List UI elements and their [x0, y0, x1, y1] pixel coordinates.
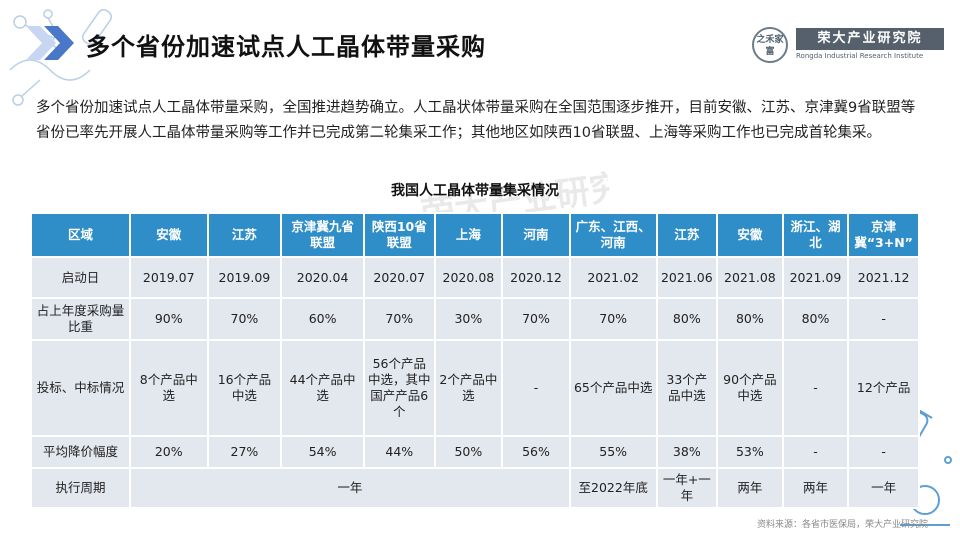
table-cell: 56%: [501, 435, 571, 469]
table-cell: 20%: [128, 435, 209, 469]
table-cell: 54%: [280, 435, 365, 469]
table-cell: 44%: [362, 435, 436, 469]
table-cell: 2020.12: [501, 256, 571, 299]
table-cell: 90个产品中选: [716, 339, 784, 437]
table-row-share: 占上年度采购量比重 90% 70% 60% 70% 30% 70% 70% 80…: [30, 297, 920, 341]
table-cell: 50%: [433, 435, 504, 469]
table-cell: 一年: [128, 467, 571, 509]
table-cell: 70%: [501, 297, 571, 341]
table-cell: 53%: [716, 435, 784, 469]
header-cell: 河南: [501, 212, 571, 258]
row-label: 投标、中标情况: [30, 339, 131, 437]
table-cell: 2019.07: [128, 256, 209, 299]
table-cell: 一年: [847, 467, 920, 509]
table-cell: 16个产品中选: [206, 339, 283, 437]
table-cell: 56个产品中选，其中国产产品6个: [362, 339, 436, 437]
header-cell: 江苏: [655, 212, 719, 258]
table-cell: 2020.07: [362, 256, 436, 299]
table-cell: 2个产品中选: [433, 339, 504, 437]
logo-subtitle: Rongda Industrial Research Institute: [796, 52, 924, 60]
table-cell: 60%: [280, 297, 365, 341]
header-cell: 京津冀“3+N”: [847, 212, 920, 258]
table-cell: 55%: [568, 435, 658, 469]
table-cell: 65个产品中选: [568, 339, 658, 437]
table-cell: 2020.08: [433, 256, 504, 299]
row-label: 平均降价幅度: [30, 435, 131, 469]
source-note: 资料来源：各省市医保局，荣大产业研究院: [756, 520, 928, 530]
header-cell: 区域: [30, 212, 131, 258]
header-cell: 广东、江西、河南: [568, 212, 658, 258]
table-cell: 12个产品: [847, 339, 920, 437]
table-cell: 8个产品中选: [128, 339, 209, 437]
table-cell: 一年+一年: [655, 467, 719, 509]
header-cell: 浙江、湖北: [781, 212, 850, 258]
table-cell: 70%: [206, 297, 283, 341]
title-chevron-icon: [26, 26, 74, 60]
header-cell: 安徽: [128, 212, 209, 258]
table-row-price-cut: 平均降价幅度 20% 27% 54% 44% 50% 56% 55% 38% 5…: [30, 435, 920, 469]
table-row-start-date: 启动日 2019.07 2019.09 2020.04 2020.07 2020…: [30, 256, 920, 299]
logo-seal-icon: 之禾家富: [752, 27, 788, 63]
table-cell: 30%: [433, 297, 504, 341]
table-cell: 44个产品中选: [280, 339, 365, 437]
table-cell: 70%: [568, 297, 658, 341]
table-cell: 2021.12: [847, 256, 920, 299]
table-cell: -: [847, 435, 920, 469]
table-cell: 38%: [655, 435, 719, 469]
table-cell: 2021.08: [716, 256, 784, 299]
table-cell: 27%: [206, 435, 283, 469]
header-cell: 陕西10省联盟: [362, 212, 436, 258]
header-cell: 安徽: [716, 212, 784, 258]
table-cell: 2019.09: [206, 256, 283, 299]
logo-name: 荣大产业研究院: [796, 28, 944, 50]
row-label: 占上年度采购量比重: [30, 297, 131, 341]
table-cell: -: [781, 339, 850, 437]
row-label: 执行周期: [30, 467, 131, 509]
table-cell: 2021.09: [781, 256, 850, 299]
table-row-bid: 投标、中标情况 8个产品中选 16个产品中选 44个产品中选 56个产品中选，其…: [30, 339, 920, 437]
brand-logo: 之禾家富 荣大产业研究院 Rongda Industrial Research …: [752, 27, 944, 67]
table-cell: 2021.06: [655, 256, 719, 299]
header-cell: 上海: [433, 212, 504, 258]
table-cell: 90%: [128, 297, 209, 341]
table-title: 我国人工晶体带量集采情况: [391, 183, 559, 199]
table-cell: -: [781, 435, 850, 469]
table-row-cycle: 执行周期 一年 至2022年底 一年+一年 两年 两年 一年: [30, 467, 920, 509]
header-cell: 江苏: [206, 212, 283, 258]
table-header-row: 区域 安徽 江苏 京津冀九省联盟 陕西10省联盟 上海 河南 广东、江西、河南 …: [30, 212, 920, 258]
table-cell: 80%: [716, 297, 784, 341]
table-cell: 80%: [781, 297, 850, 341]
header-cell: 京津冀九省联盟: [280, 212, 365, 258]
table-cell: 70%: [362, 297, 436, 341]
intro-paragraph: 多个省份加速试点人工晶体带量采购，全国推进趋势确立。人工晶状体带量采购在全国范围…: [36, 100, 916, 141]
table-cell: 33个产品中选: [655, 339, 719, 437]
table-cell: 两年: [716, 467, 784, 509]
procurement-table: 区域 安徽 江苏 京津冀九省联盟 陕西10省联盟 上海 河南 广东、江西、河南 …: [30, 212, 920, 509]
table-cell: -: [847, 297, 920, 341]
table-cell: 2020.04: [280, 256, 365, 299]
table-cell: 至2022年底: [568, 467, 658, 509]
table-cell: 2021.02: [568, 256, 658, 299]
row-label: 启动日: [30, 256, 131, 299]
table-cell: -: [501, 339, 571, 437]
table-cell: 两年: [781, 467, 850, 509]
page-title: 多个省份加速试点人工晶体带量采购: [86, 33, 486, 61]
table-cell: 80%: [655, 297, 719, 341]
